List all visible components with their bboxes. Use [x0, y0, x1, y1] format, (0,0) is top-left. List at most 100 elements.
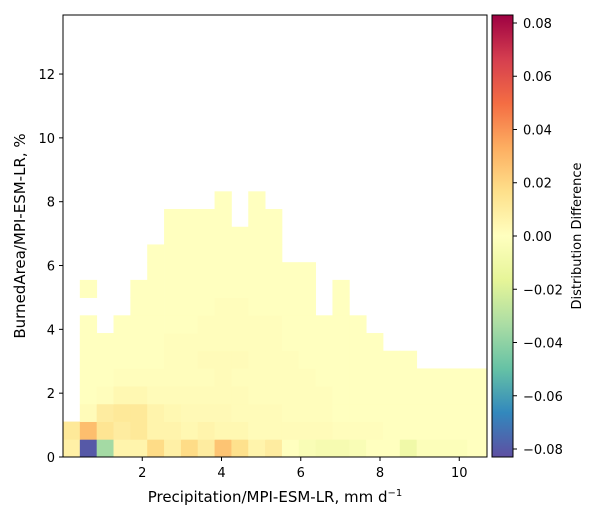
heatmap-cell — [147, 262, 165, 281]
heatmap-cell — [332, 279, 350, 298]
heatmap-cell — [248, 386, 266, 405]
heatmap-cell — [79, 350, 98, 369]
heatmap-cell — [416, 368, 434, 387]
heatmap-cell — [382, 403, 401, 422]
heatmap-cell — [197, 403, 215, 422]
heatmap-cell — [467, 386, 485, 405]
heatmap-cell — [214, 279, 232, 298]
heatmap-cell — [467, 439, 485, 458]
heatmap-cell — [214, 209, 232, 228]
heatmap-cell — [214, 297, 232, 316]
heatmap-cell — [197, 421, 215, 440]
heatmap-cell — [281, 386, 300, 405]
heatmap-cell — [197, 297, 215, 316]
heatmap-cell — [382, 421, 401, 440]
heatmap-cell — [164, 421, 182, 440]
y-tick-label: 2 — [47, 387, 55, 402]
heatmap-cell — [248, 262, 266, 281]
y-axis-title: BurnedArea/MPI-ESM-LR, % — [11, 133, 29, 338]
heatmap-cell — [164, 368, 182, 387]
x-tick-label: 6 — [297, 466, 305, 481]
heatmap-cell — [298, 403, 317, 422]
heatmap-cell — [265, 226, 283, 245]
heatmap-cell — [281, 368, 300, 387]
heatmap-cell — [147, 244, 165, 263]
heatmap-cell — [315, 403, 333, 422]
heatmap-cell — [147, 421, 165, 440]
heatmap-cell — [214, 386, 232, 405]
heatmap-cell — [416, 403, 434, 422]
heatmap-cell — [63, 421, 81, 440]
colorbar-tick-label: 0.06 — [523, 70, 552, 85]
heatmap-cell — [231, 421, 249, 440]
heatmap-cell — [130, 333, 148, 352]
heatmap-cell — [265, 421, 283, 440]
y-tick-label: 10 — [38, 132, 55, 147]
heatmap-cell — [197, 350, 215, 369]
heatmap-cell — [265, 244, 283, 263]
heatmap-cell — [79, 421, 98, 440]
heatmap-cell — [484, 403, 488, 422]
plot-frame — [62, 14, 488, 458]
heatmap-cell — [214, 262, 232, 281]
heatmap-cell — [63, 439, 81, 458]
heatmap-cell — [281, 333, 300, 352]
heatmap-cell — [281, 403, 300, 422]
heatmap-cell — [366, 403, 384, 422]
heatmap-cell — [248, 226, 266, 245]
heatmap-cell — [467, 421, 485, 440]
heatmap-cell — [147, 297, 165, 316]
heatmap-cell — [382, 386, 401, 405]
colorbar — [491, 14, 514, 458]
heatmap-cell — [164, 244, 182, 263]
heatmap-cell — [332, 297, 350, 316]
heatmap-cell — [214, 333, 232, 352]
heatmap-cell — [231, 244, 249, 263]
heatmap-cell — [265, 297, 283, 316]
heatmap-cell — [399, 368, 418, 387]
heatmap-cell — [113, 333, 131, 352]
heatmap-cell — [130, 279, 148, 298]
heatmap-cell — [332, 315, 350, 334]
heatmap-cell — [113, 368, 131, 387]
heatmap-cell — [130, 403, 148, 422]
heatmap-cell — [130, 386, 148, 405]
heatmap-cell — [433, 403, 451, 422]
heatmap-cell — [265, 439, 283, 458]
heatmap-cell — [265, 350, 283, 369]
heatmap-cell — [197, 262, 215, 281]
heatmap-cell — [298, 350, 317, 369]
heatmap-cell — [332, 421, 350, 440]
heatmap-cell — [265, 315, 283, 334]
heatmap-cell — [214, 244, 232, 263]
heatmap-cell — [147, 333, 165, 352]
heatmap-cell — [298, 421, 317, 440]
y-tick-label: 6 — [47, 260, 55, 275]
colorbar-ticks: −0.08 −0.06 −0.04 −0.02 0.00 0.02 0.04 0.06 0.08 — [513, 17, 563, 458]
heatmap-cell — [248, 350, 266, 369]
heatmap-cell — [349, 368, 367, 387]
heatmap-cell — [382, 350, 401, 369]
heatmap-cell — [248, 297, 266, 316]
heatmap-cell — [248, 191, 266, 210]
heatmap-cell — [130, 439, 148, 458]
heatmap-cell — [281, 262, 300, 281]
heatmap-cell — [399, 350, 418, 369]
y-tick-label: 12 — [38, 68, 55, 83]
heatmap-cell — [382, 439, 401, 458]
heatmap-cell — [214, 191, 232, 210]
heatmap-cell — [147, 439, 165, 458]
x-axis-title: Precipitation/MPI-ESM-LR, mm d−1 — [148, 488, 403, 506]
heatmap-cell — [96, 421, 114, 440]
heatmap-cell — [231, 315, 249, 334]
heatmap-cell — [180, 333, 199, 352]
heatmap-cell — [332, 350, 350, 369]
heatmap-cell — [450, 421, 468, 440]
heatmap-cell — [416, 386, 434, 405]
heatmap-cell — [180, 386, 199, 405]
heatmap-cell — [79, 315, 98, 334]
heatmap-cell — [180, 279, 199, 298]
heatmap-cell — [298, 333, 317, 352]
heatmap-cell — [180, 297, 199, 316]
